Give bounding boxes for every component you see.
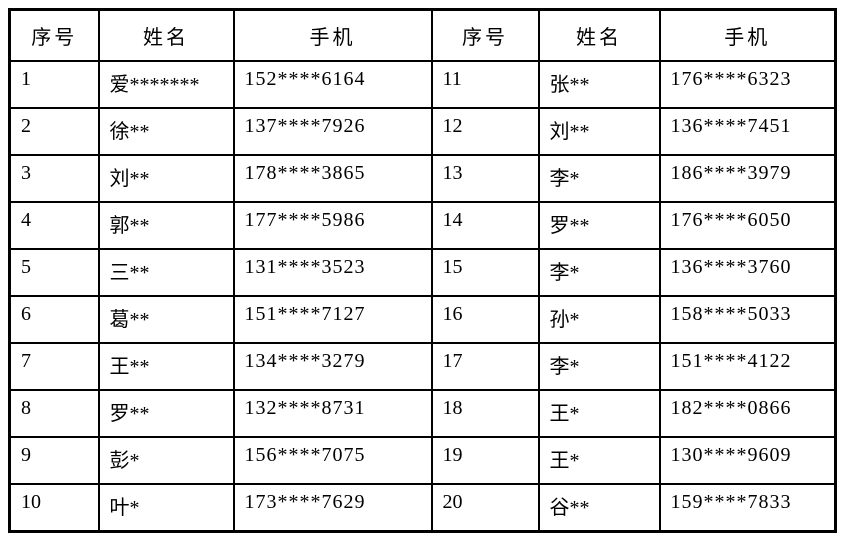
left-name-cell: 三** bbox=[97, 248, 235, 297]
right-name-cell: 李* bbox=[537, 248, 661, 297]
left-phone-cell: 173****7629 bbox=[232, 483, 433, 532]
right-name-cell: 王* bbox=[537, 389, 661, 438]
left-serial-cell: 2 bbox=[8, 107, 100, 156]
left-serial-cell: 6 bbox=[8, 295, 100, 344]
right-phone-cell: 130****9609 bbox=[658, 436, 837, 485]
table-row: 2 徐** 137****7926 12 刘** 136****7451 bbox=[8, 107, 837, 156]
masked-contacts-table: 序号 姓名 手机 序号 姓名 手机 1 爱******* 152****6164 11… bbox=[8, 8, 837, 533]
right-name-cell: 张** bbox=[537, 60, 661, 109]
right-phone-cell: 158****5033 bbox=[658, 295, 837, 344]
left-name-cell: 王** bbox=[97, 342, 235, 391]
right-name-cell: 李* bbox=[537, 342, 661, 391]
left-phone-cell: 177****5986 bbox=[232, 201, 433, 250]
table-row: 1 爱******* 152****6164 11 张** 176****6323 bbox=[8, 60, 837, 109]
right-phone-cell: 136****3760 bbox=[658, 248, 837, 297]
left-serial-cell: 5 bbox=[8, 248, 100, 297]
left-name-cell: 葛** bbox=[97, 295, 235, 344]
right-serial-cell: 17 bbox=[430, 342, 540, 391]
header-serial-left: 序号 bbox=[8, 8, 100, 62]
right-serial-cell: 16 bbox=[430, 295, 540, 344]
left-phone-cell: 137****7926 bbox=[232, 107, 433, 156]
header-name-right: 姓名 bbox=[537, 8, 661, 62]
right-serial-cell: 18 bbox=[430, 389, 540, 438]
header-phone-right: 手机 bbox=[658, 8, 837, 62]
header-name-left: 姓名 bbox=[97, 8, 235, 62]
left-serial-cell: 8 bbox=[8, 389, 100, 438]
left-serial-cell: 10 bbox=[8, 483, 100, 532]
left-serial-cell: 3 bbox=[8, 154, 100, 203]
left-name-cell: 郭** bbox=[97, 201, 235, 250]
right-phone-cell: 176****6323 bbox=[658, 60, 837, 109]
left-phone-cell: 131****3523 bbox=[232, 248, 433, 297]
right-phone-cell: 136****7451 bbox=[658, 107, 837, 156]
right-serial-cell: 14 bbox=[430, 201, 540, 250]
table-row: 3 刘** 178****3865 13 李* 186****3979 bbox=[8, 154, 837, 203]
right-name-cell: 谷** bbox=[537, 483, 661, 532]
right-phone-cell: 186****3979 bbox=[658, 154, 837, 203]
left-phone-cell: 151****7127 bbox=[232, 295, 433, 344]
left-phone-cell: 156****7075 bbox=[232, 436, 433, 485]
right-phone-cell: 151****4122 bbox=[658, 342, 837, 391]
table-row: 9 彭* 156****7075 19 王* 130****9609 bbox=[8, 436, 837, 485]
left-name-cell: 罗** bbox=[97, 389, 235, 438]
table-row: 4 郭** 177****5986 14 罗** 176****6050 bbox=[8, 201, 837, 250]
left-serial-cell: 7 bbox=[8, 342, 100, 391]
left-phone-cell: 178****3865 bbox=[232, 154, 433, 203]
left-phone-cell: 132****8731 bbox=[232, 389, 433, 438]
table-row: 8 罗** 132****8731 18 王* 182****0866 bbox=[8, 389, 837, 438]
right-phone-cell: 159****7833 bbox=[658, 483, 837, 532]
left-name-cell: 徐** bbox=[97, 107, 235, 156]
header-row: 序号 姓名 手机 序号 姓名 手机 bbox=[8, 8, 837, 62]
left-phone-cell: 152****6164 bbox=[232, 60, 433, 109]
right-name-cell: 刘** bbox=[537, 107, 661, 156]
right-name-cell: 李* bbox=[537, 154, 661, 203]
header-phone-left: 手机 bbox=[232, 8, 433, 62]
table-row: 6 葛** 151****7127 16 孙* 158****5033 bbox=[8, 295, 837, 344]
left-serial-cell: 4 bbox=[8, 201, 100, 250]
left-name-cell: 刘** bbox=[97, 154, 235, 203]
left-name-cell: 爱******* bbox=[97, 60, 235, 109]
header-serial-right: 序号 bbox=[430, 8, 540, 62]
table-row: 5 三** 131****3523 15 李* 136****3760 bbox=[8, 248, 837, 297]
right-phone-cell: 176****6050 bbox=[658, 201, 837, 250]
right-name-cell: 孙* bbox=[537, 295, 661, 344]
left-name-cell: 叶* bbox=[97, 483, 235, 532]
right-serial-cell: 15 bbox=[430, 248, 540, 297]
right-name-cell: 王* bbox=[537, 436, 661, 485]
left-serial-cell: 1 bbox=[8, 60, 100, 109]
left-phone-cell: 134****3279 bbox=[232, 342, 433, 391]
left-serial-cell: 9 bbox=[8, 436, 100, 485]
right-serial-cell: 20 bbox=[430, 483, 540, 532]
right-serial-cell: 11 bbox=[430, 60, 540, 109]
right-name-cell: 罗** bbox=[537, 201, 661, 250]
table-row: 10 叶* 173****7629 20 谷** 159****7833 bbox=[8, 483, 837, 532]
left-name-cell: 彭* bbox=[97, 436, 235, 485]
right-serial-cell: 12 bbox=[430, 107, 540, 156]
right-serial-cell: 13 bbox=[430, 154, 540, 203]
table-row: 7 王** 134****3279 17 李* 151****4122 bbox=[8, 342, 837, 391]
right-phone-cell: 182****0866 bbox=[658, 389, 837, 438]
right-serial-cell: 19 bbox=[430, 436, 540, 485]
